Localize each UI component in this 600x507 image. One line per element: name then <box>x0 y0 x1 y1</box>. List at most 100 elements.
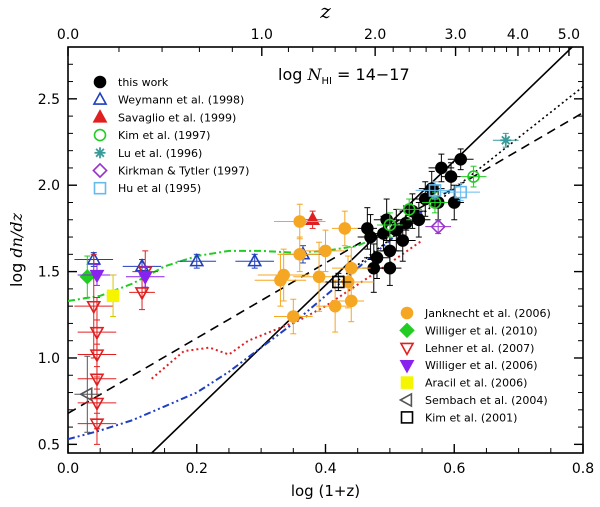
marker <box>398 392 413 408</box>
legend-label: Savaglio et al. (1999) <box>118 111 236 124</box>
top-tick-label: 0.0 <box>57 27 79 43</box>
marker <box>383 261 397 275</box>
marker <box>454 185 467 199</box>
marker <box>402 203 416 216</box>
data-point <box>74 355 101 433</box>
legend-label: Williger et al. (2006) <box>425 359 538 372</box>
legend-item: Kim et al. (1997) <box>93 128 210 142</box>
legend-item: Aracil et al. (2006) <box>400 376 527 390</box>
legend-item: Kim et al. (2001) <box>400 411 517 424</box>
marker <box>89 269 105 284</box>
marker <box>247 252 263 267</box>
data-point <box>396 198 423 221</box>
data-point <box>407 201 431 238</box>
marker <box>328 299 342 313</box>
series <box>425 218 452 235</box>
data-point <box>257 248 310 302</box>
legend-item: Weymann et al. (1998) <box>92 91 244 107</box>
x-tick-label: 0.2 <box>186 461 208 477</box>
marker <box>93 75 107 89</box>
marker <box>428 184 442 197</box>
marker <box>400 376 414 389</box>
data-point <box>77 264 117 286</box>
data-point <box>302 210 323 229</box>
marker <box>92 162 108 179</box>
series <box>106 274 120 318</box>
annotation-sub: HI <box>321 76 331 87</box>
legend-item: Sembach et al. (2004) <box>398 392 548 408</box>
legend-item: Kirkman & Tytler (1997) <box>92 162 249 179</box>
marker <box>92 91 108 105</box>
series <box>302 210 323 229</box>
data-point <box>325 272 352 292</box>
data-point <box>412 181 439 217</box>
y-tick-label: 2.0 <box>38 178 60 194</box>
marker <box>399 342 415 357</box>
top-tick-label: 5.0 <box>558 27 580 43</box>
top-tick-label: 2.0 <box>364 27 386 43</box>
legend-bottom: Janknecht et al. (2006) Williger et al. (… <box>398 306 551 424</box>
data-point <box>415 181 455 200</box>
marker <box>412 213 426 227</box>
marker <box>370 251 384 265</box>
y-tick-label: 1.5 <box>38 265 60 281</box>
data-point <box>274 298 313 335</box>
marker <box>106 289 120 303</box>
legend-item: Janknecht et al. (2006) <box>400 306 551 320</box>
legend-label: Kim et al. (2001) <box>425 411 517 424</box>
marker <box>137 271 153 286</box>
y-tick-label: 0.5 <box>38 437 60 453</box>
marker <box>312 270 326 284</box>
fit-line <box>68 112 583 414</box>
data-point <box>364 236 390 280</box>
marker <box>94 147 106 159</box>
data-point <box>492 132 519 148</box>
series <box>254 203 374 335</box>
marker <box>399 322 415 339</box>
series <box>77 264 165 288</box>
marker <box>435 161 448 175</box>
marker <box>277 268 290 282</box>
legend-label: Kim et al. (1997) <box>118 129 210 142</box>
marker <box>92 109 108 123</box>
data-point <box>428 153 455 183</box>
marker <box>399 359 415 374</box>
legend-item: this work <box>93 75 169 89</box>
series <box>377 165 487 238</box>
marker <box>319 244 332 258</box>
marker <box>287 310 300 323</box>
data-point <box>125 265 165 288</box>
marker <box>344 261 358 275</box>
marker <box>189 252 205 267</box>
data-point <box>79 255 96 299</box>
marker <box>400 411 414 424</box>
marker <box>293 215 307 228</box>
chart-annotation: log NHI = 14−17 <box>278 65 410 87</box>
marker <box>344 294 358 308</box>
marker <box>89 373 105 387</box>
annotation-suffix: = 14−17 <box>332 65 410 84</box>
data-points-layer <box>74 132 519 445</box>
legend-item: Hu et al (1995) <box>93 181 201 195</box>
data-point <box>338 279 365 323</box>
y-tick-label: 1.0 <box>38 351 60 367</box>
marker <box>79 386 93 402</box>
annotation-symbol: N <box>306 65 322 84</box>
series <box>325 272 352 292</box>
x-tick-label: 0.8 <box>572 461 594 477</box>
legend-item: Williger et al. (2006) <box>399 359 538 374</box>
marker <box>293 248 307 261</box>
data-point <box>274 203 326 240</box>
legend-label: Hu et al (1995) <box>118 182 201 195</box>
marker <box>430 218 446 235</box>
y-label-prefix: log <box>7 258 26 287</box>
data-point <box>235 252 274 269</box>
data-point <box>315 279 355 333</box>
series <box>492 132 519 148</box>
legend-top: this work Weymann et al. (1998) Savaglio e… <box>92 75 249 195</box>
series <box>415 181 480 202</box>
marker <box>305 211 321 225</box>
x-axis-label: log (1+z) <box>291 482 360 500</box>
data-point <box>177 252 217 269</box>
